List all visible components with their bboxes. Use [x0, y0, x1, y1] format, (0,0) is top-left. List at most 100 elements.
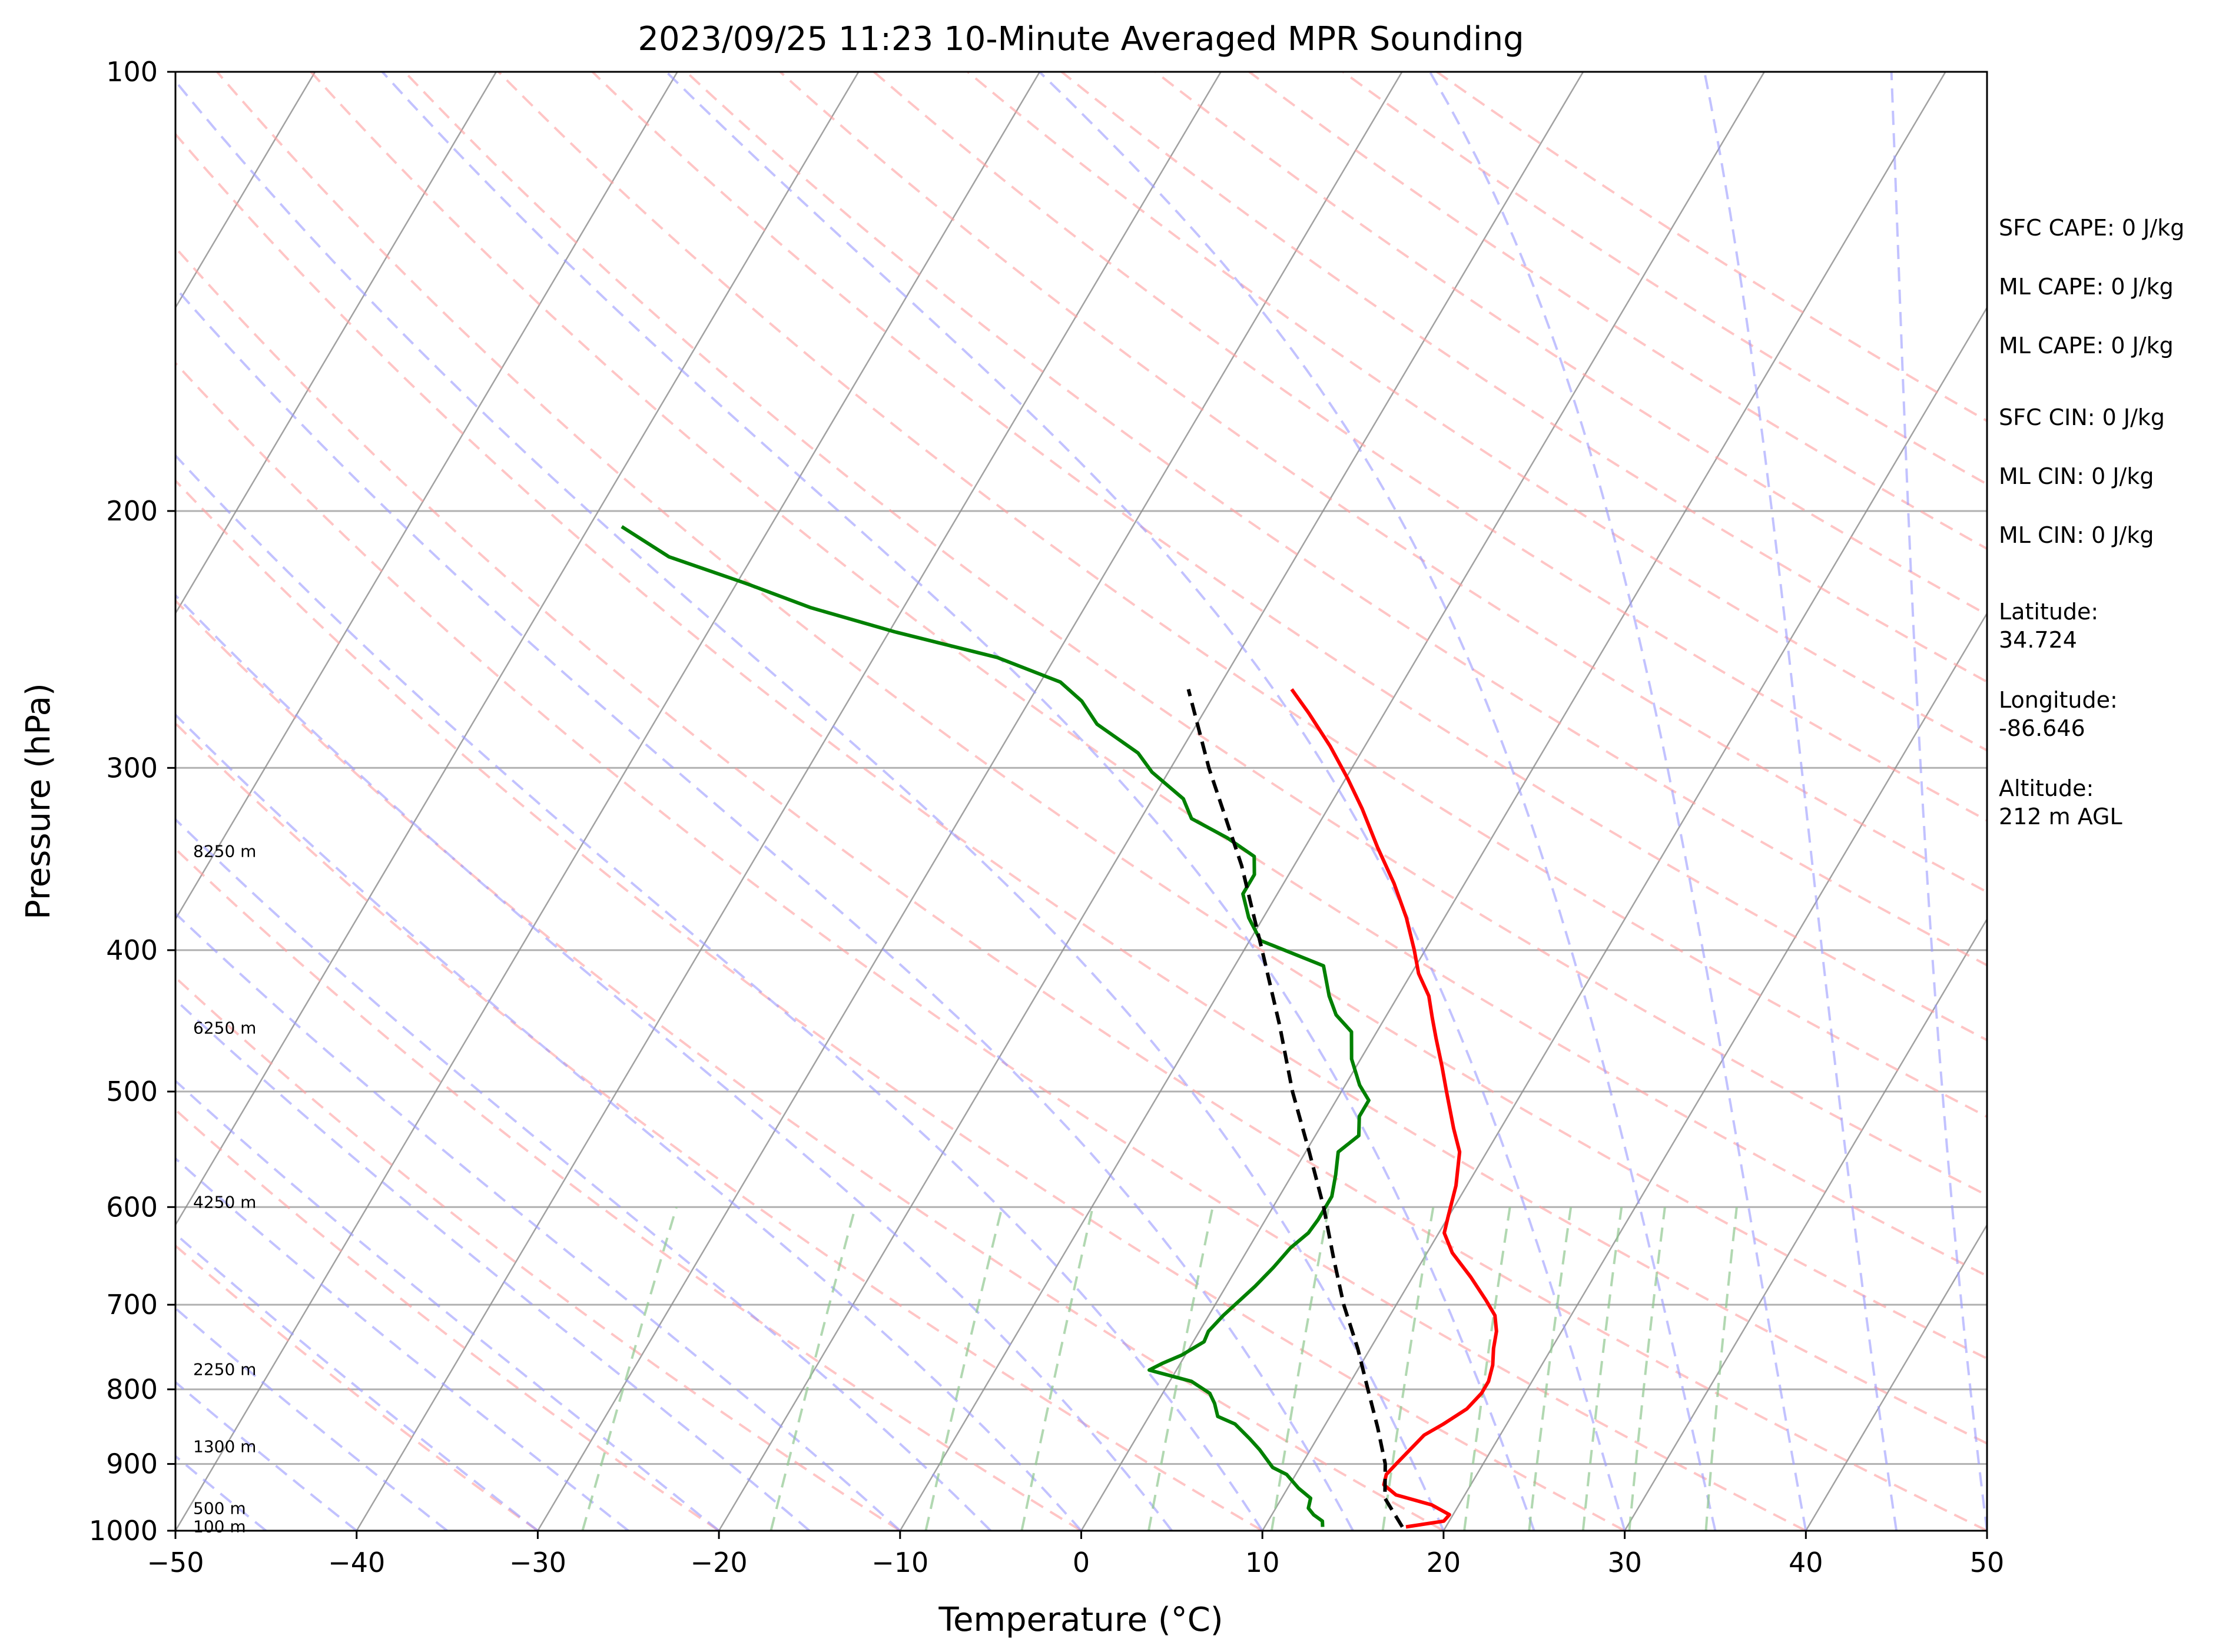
height-label: 1300 m — [193, 1437, 256, 1456]
y-tick-label: 400 — [106, 934, 158, 966]
isotherm-line — [356, 72, 1222, 1531]
dry-adiabat-line — [1248, 72, 1987, 550]
dry-adiabat-line — [216, 72, 1987, 1360]
dry-adiabat-line — [967, 72, 1987, 752]
x-tick-label: 0 — [1073, 1547, 1090, 1578]
x-tick-label: −50 — [147, 1547, 204, 1578]
dry-adiabat-line — [175, 246, 1987, 1531]
mixing-ratio-line — [1581, 1207, 1623, 1531]
height-label: 2250 m — [193, 1360, 256, 1379]
dry-adiabat-line — [175, 599, 1444, 1531]
dry-adiabat-line — [591, 72, 1987, 1041]
x-tick-label: −30 — [509, 1547, 566, 1578]
moist-adiabat-line — [175, 713, 1082, 1531]
moist-adiabat-line — [665, 72, 1626, 1531]
moist-adiabat-line — [1703, 72, 1898, 1531]
mixing-ratio-line — [1020, 1206, 1094, 1531]
y-tick-label: 600 — [106, 1191, 158, 1223]
info-text: ML CAPE: 0 J/kg — [1999, 333, 2174, 359]
height-label: 100 m — [193, 1517, 246, 1536]
x-tick-label: −20 — [691, 1547, 748, 1578]
moist-adiabat-line — [175, 453, 1263, 1531]
x-tick-label: 50 — [1970, 1547, 2005, 1578]
x-tick-label: −40 — [328, 1547, 385, 1578]
y-tick-label: 1000 — [89, 1515, 158, 1547]
moist-adiabat-line — [175, 1079, 720, 1531]
moist-adiabat-line — [175, 911, 901, 1531]
info-text: Altitude: 212 m AGL — [1999, 775, 2122, 830]
mixing-ratio-line — [924, 1206, 1003, 1531]
height-label: 8250 m — [193, 841, 256, 861]
moist-adiabat-line — [1428, 72, 1807, 1531]
x-tick-label: −10 — [871, 1547, 928, 1578]
y-tick-label: 500 — [106, 1076, 158, 1107]
moist-adiabat-line — [1039, 72, 1717, 1531]
info-panel: SFC CAPE: 0 J/kg ML CAPE: 0 J/kg ML CAPE: … — [1999, 215, 2184, 830]
x-tick-label: 30 — [1607, 1547, 1642, 1578]
axis-ticks: −50 −40 −30 −20 −10 0 10 20 30 40 50 100 200 300 400 50… — [89, 56, 2004, 1578]
x-tick-label: 40 — [1789, 1547, 1823, 1578]
mixing-ratio-line — [1381, 1206, 1435, 1531]
mixing-ratio-line — [1270, 1206, 1330, 1531]
info-text: SFC CIN: 0 J/kg — [1999, 404, 2165, 430]
isotherm-line — [175, 72, 860, 1227]
dry-adiabat-line — [1155, 72, 1987, 616]
dry-adiabat-line — [403, 72, 1987, 1197]
x-tick-label: 10 — [1245, 1547, 1280, 1578]
info-text: Latitude: 34.724 — [1999, 599, 2098, 653]
y-tick-label: 300 — [106, 752, 158, 784]
isotherm-line — [1080, 72, 1946, 1531]
mixing-ratio-line — [581, 1206, 678, 1531]
isotherm-line — [1805, 1223, 1987, 1531]
dry-adiabat-line — [779, 72, 1987, 894]
dry-adiabat-line — [175, 976, 901, 1531]
dry-adiabat-line — [175, 361, 1807, 1531]
height-label: 4250 m — [193, 1192, 256, 1212]
y-tick-label: 800 — [106, 1374, 158, 1405]
moist-adiabat-line — [1890, 72, 1987, 1531]
mixing-ratio-line — [1628, 1207, 1666, 1531]
moist-adiabat-line — [175, 1306, 448, 1531]
y-tick-label: 700 — [106, 1289, 158, 1321]
dry-adiabat-line — [310, 72, 1987, 1278]
dry-adiabat-line — [497, 72, 1987, 1119]
dry-adiabat-line — [175, 1108, 720, 1531]
height-label: 6250 m — [193, 1018, 256, 1037]
y-tick-label: 900 — [106, 1448, 158, 1480]
mixing-ratio-line — [1528, 1207, 1573, 1531]
reference-lines — [175, 72, 1987, 1531]
dry-adiabat-line — [685, 72, 1987, 967]
y-tick-label: 200 — [106, 495, 158, 527]
dewpoint-profile-line — [621, 525, 1371, 1527]
info-text: SFC CAPE: 0 J/kg — [1999, 215, 2184, 241]
isotherm-line — [537, 72, 1403, 1531]
mixing-ratio-line — [1704, 1207, 1738, 1531]
parcel-profile-line — [1186, 689, 1404, 1528]
moist-adiabat-line — [175, 998, 811, 1531]
dry-adiabat-line — [1060, 72, 1987, 684]
dry-adiabat-line — [175, 721, 1263, 1531]
isotherm-line — [1442, 612, 1987, 1531]
dry-adiabat-line — [175, 479, 1626, 1531]
sounding-series — [621, 525, 1498, 1529]
chart-title: 2023/09/25 11:23 10-Minute Averaged MPR … — [638, 20, 1524, 58]
moist-adiabat-line — [175, 286, 1354, 1531]
dry-adiabat-line — [175, 132, 1987, 1445]
dry-adiabat-line — [873, 72, 1987, 822]
info-text: ML CIN: 0 J/kg — [1999, 522, 2154, 548]
isotherm-line — [718, 72, 1584, 1531]
temperature-profile-line — [1290, 688, 1498, 1529]
isotherm-line — [1624, 917, 1987, 1531]
isotherm-line — [175, 72, 1041, 1531]
info-text: ML CAPE: 0 J/kg — [1999, 274, 2174, 300]
mixing-ratio-line — [1147, 1206, 1214, 1531]
moist-adiabat-line — [175, 1232, 539, 1531]
x-axis-label: Temperature (°C) — [938, 1601, 1223, 1639]
y-axis-label: Pressure (hPa) — [19, 683, 58, 920]
isotherm-line — [1262, 306, 1987, 1531]
info-text: ML CIN: 0 J/kg — [1999, 463, 2154, 489]
moist-adiabat-line — [175, 593, 1173, 1531]
mixing-ratio-line — [769, 1206, 857, 1531]
